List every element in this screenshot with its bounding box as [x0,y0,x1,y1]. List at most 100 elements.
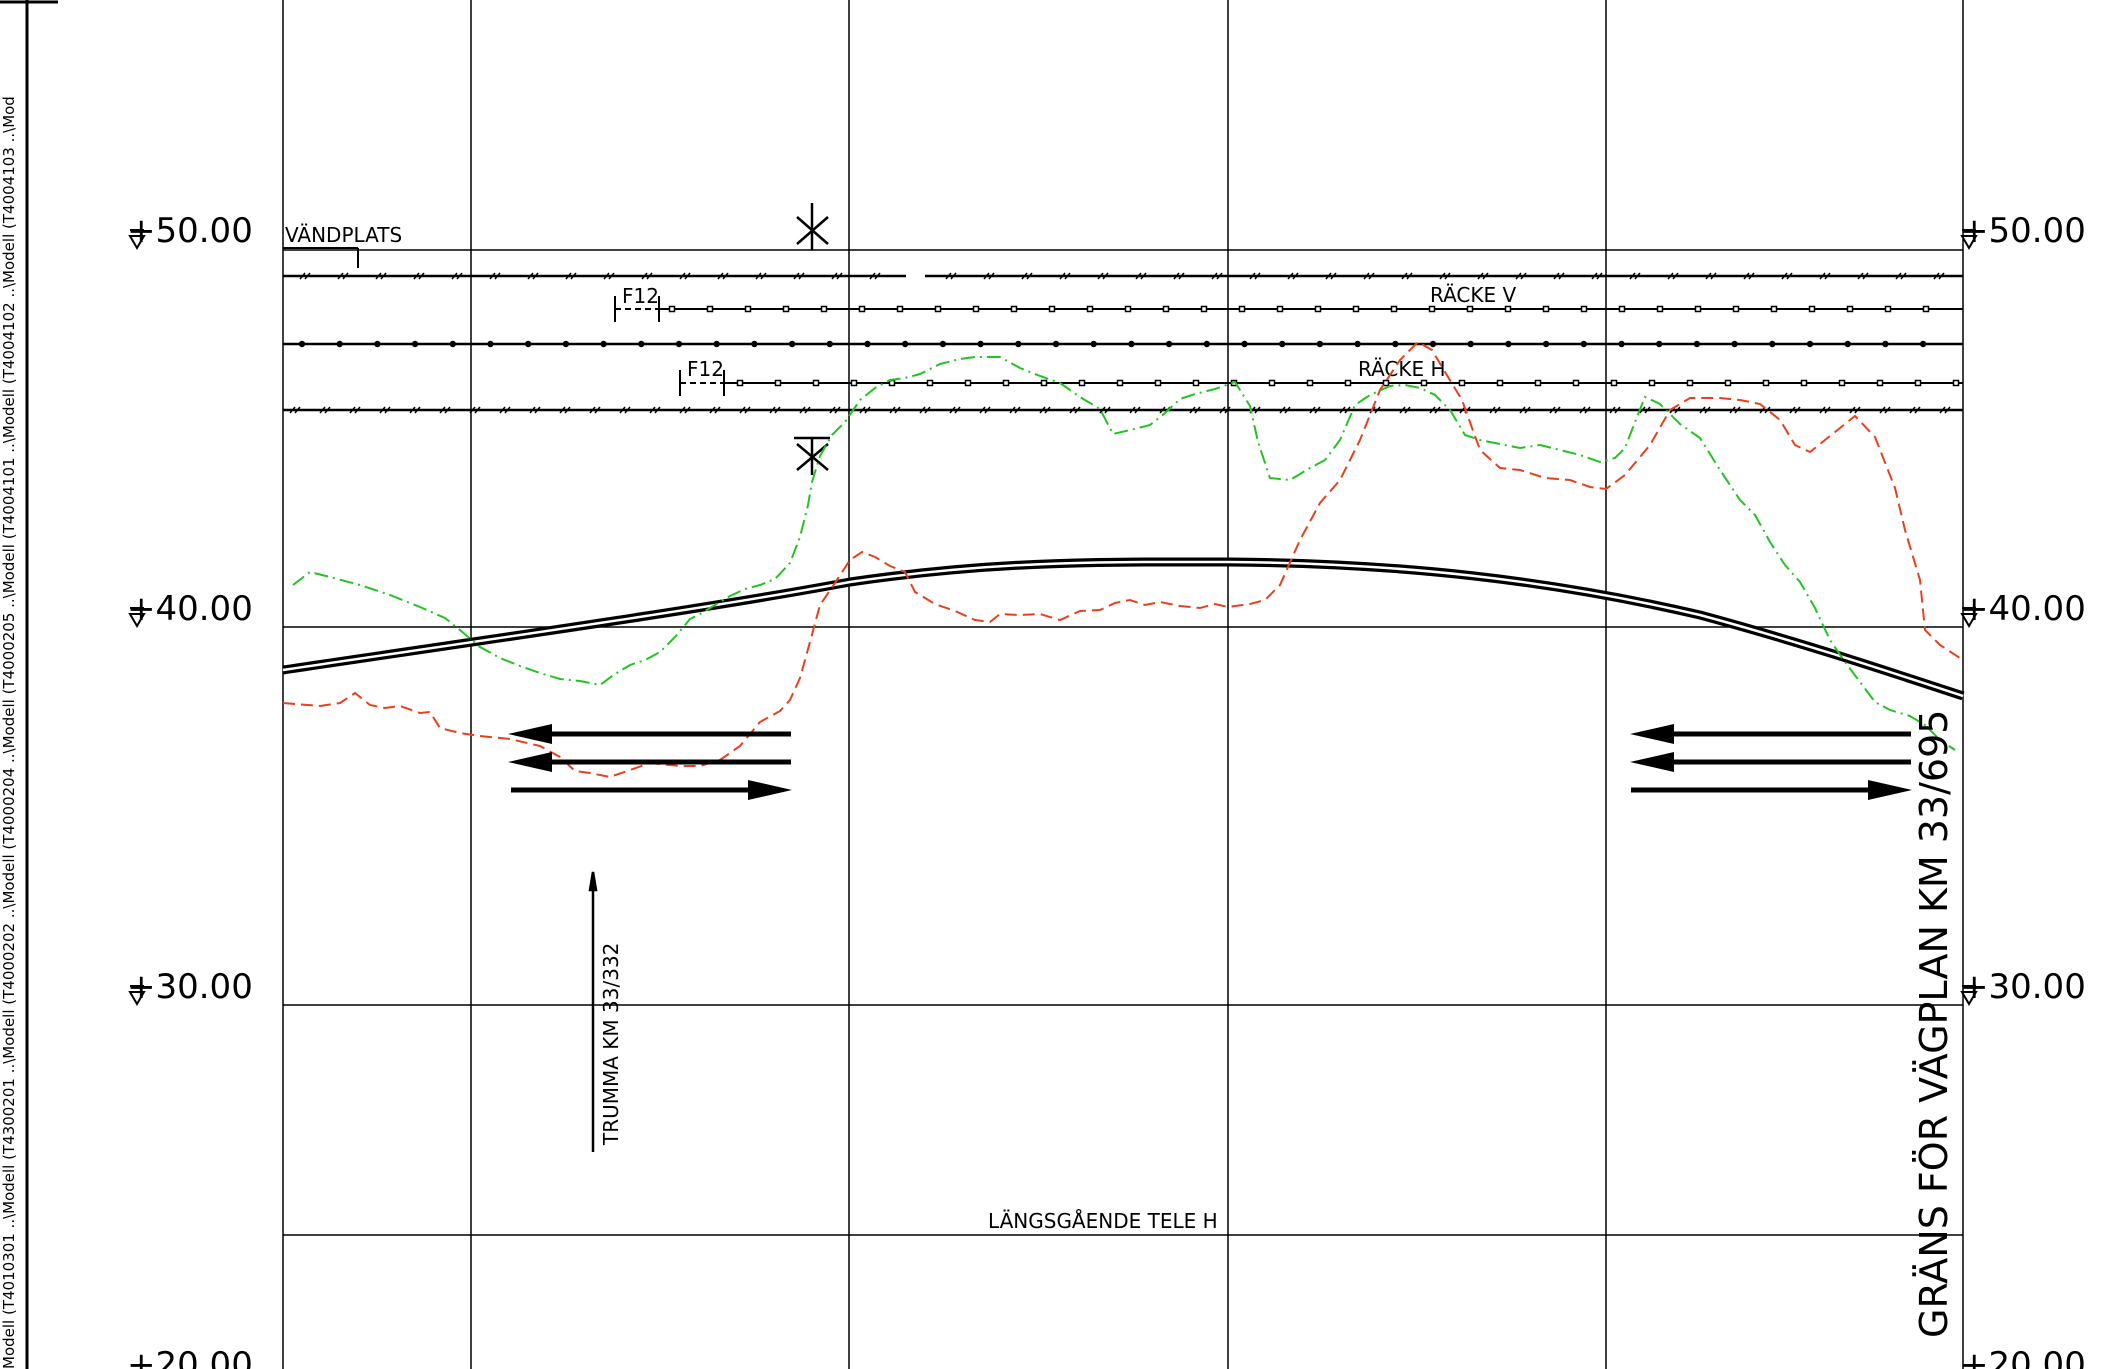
band-dot [864,340,871,348]
band-square-tick [1504,305,1512,313]
band-square-tick [1732,305,1740,313]
band-dot [1128,340,1135,348]
band-dot [1882,340,1889,348]
band-square-tick [1952,379,1960,387]
flow-arrows-right [1630,724,1912,800]
band-dot [1731,340,1738,348]
band-dot [600,340,607,348]
band-dot [675,340,683,348]
band-dot-row [298,340,1927,348]
band-square-tick [1078,379,1086,387]
band-square-tick [1200,305,1208,313]
band-dot [487,340,494,348]
band-square-tick [1458,379,1466,387]
level-markers-right: +50.00 +40.00 +30.00 +20.00 [1960,211,2086,1369]
level-label-30-right: +30.00 [1960,967,2086,1007]
band-dot [902,340,909,348]
band-square-tick [934,305,942,313]
band-dot [788,340,796,348]
band-dot [1806,340,1814,348]
band-square-tick [1884,305,1892,313]
band-dot [939,340,947,348]
band-dot [374,340,381,348]
band-square-tick [774,379,782,387]
band-square-tick [1534,379,1542,387]
vandplats-label: VÄNDPLATS [285,223,402,247]
band-dot [1429,340,1437,348]
band-square-tick [1800,379,1808,387]
band-dot [1618,340,1625,348]
band-square-tick [1694,305,1702,313]
f12-marker-upper [614,296,660,322]
band-dot [1580,340,1588,348]
band-square-tick [1040,379,1048,387]
band-square-tick [1124,305,1132,313]
culvert-marker [588,871,598,1152]
band-square-tick [1686,379,1694,387]
level-label-40-right: +40.00 [1960,589,2086,629]
band-square-tick [1390,305,1398,313]
band-square-tick [812,379,820,387]
band-dot [977,340,984,348]
band-square-tick [1314,305,1322,313]
band-square-tick [1846,305,1854,313]
feature-band [283,272,1963,414]
band-square-tick [1192,379,1200,387]
band-dot [1165,340,1173,348]
band-square-tick [1572,379,1580,387]
racke-h-label: RÄCKE H [1358,357,1446,381]
band-square-tick [1086,305,1094,313]
band-square-tick [850,379,858,387]
band-square-tick [1466,305,1474,313]
band-square-tick [964,379,972,387]
racke-v-label: RÄCKE V [1430,283,1516,307]
band-square-tick [1724,379,1732,387]
band-square-tick [858,305,866,313]
band-square-tick [1580,305,1588,313]
flow-arrows-left [508,724,792,800]
band-square-tick [1770,305,1778,313]
band-square-tick [1162,305,1170,313]
ground-line-right [292,356,1956,751]
band-square-tick [820,305,828,313]
band-dot [336,340,343,348]
band-dot [1354,340,1361,348]
band-dot [298,340,306,348]
band-dot [713,340,720,348]
asterisk-symbol-lower [794,436,830,475]
f12-label-upper: F12 [622,284,659,308]
band-square-tick [926,379,934,387]
band-square-tick [744,305,752,313]
band-dot [1015,340,1022,348]
asterisk-symbol-upper [796,203,829,250]
band-dot [826,340,833,348]
band-dot [1052,340,1060,348]
level-symbol [128,229,146,1006]
band-dot [525,340,532,348]
band-dot [638,340,645,348]
band-square-tick [1618,305,1626,313]
band-square-tick [1648,379,1656,387]
band-dot [1392,340,1399,348]
band-square-tick [888,379,896,387]
band-dot [1467,340,1474,348]
band-dot [1844,340,1851,348]
band-square-tick [1496,379,1504,387]
band-square-tick [736,379,744,387]
road-profile-inner [282,560,1964,698]
band-dot [1693,340,1701,348]
band-square-tick [706,305,714,313]
band-dot [1505,340,1512,348]
f12-label-lower: F12 [687,357,724,381]
band-dot [1919,340,1927,348]
band-square-tick [1420,379,1428,387]
level-label-30-left: +30.00 [127,967,253,1007]
band-dot [1316,340,1324,348]
band-square-tick [1914,379,1922,387]
band-square-tick [896,305,904,313]
band-square-tick [1002,379,1010,387]
level-label-20-left: +20.00 [127,1345,253,1369]
boundary-label: GRÄNS FÖR VÄGPLAN KM 33/695 [1912,710,1956,1338]
band-square-tick [1610,379,1618,387]
